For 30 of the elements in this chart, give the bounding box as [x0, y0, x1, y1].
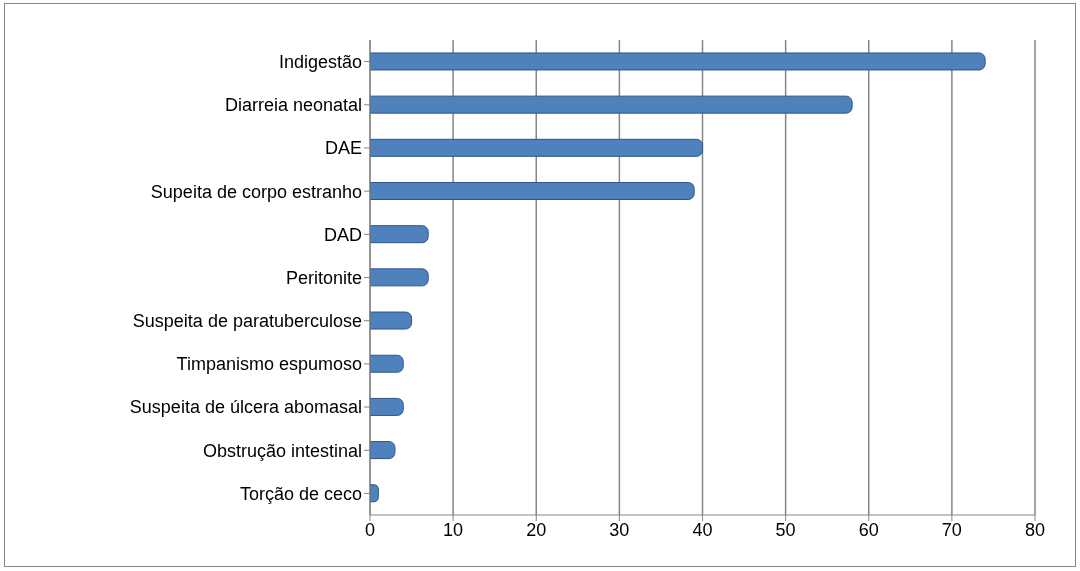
- y-tick-label: Peritonite: [285, 267, 362, 288]
- bar: [370, 268, 429, 287]
- x-tick-label: 40: [692, 519, 713, 540]
- bar: [370, 52, 986, 71]
- y-tick-label: Supeita de corpo estranho: [150, 181, 362, 202]
- bar: [370, 182, 695, 200]
- x-tick-label: 30: [609, 519, 630, 540]
- x-tick-label: 70: [941, 519, 962, 540]
- y-tick-label: DAE: [324, 138, 362, 159]
- bar: [370, 138, 703, 157]
- bar: [370, 95, 853, 114]
- x-tick-label: 80: [1024, 519, 1046, 540]
- bar: [370, 225, 429, 244]
- y-tick-label: Suspeita de paratuberculose: [132, 311, 362, 332]
- bar: [370, 397, 404, 416]
- y-tick-label: Timpanismo espumoso: [176, 354, 362, 375]
- x-tick-label: 60: [858, 519, 879, 540]
- x-tick-label: 10: [443, 519, 464, 540]
- y-tick-label: Indigestão: [278, 51, 362, 72]
- y-tick-label: Torção de ceco: [239, 483, 362, 504]
- bar: [370, 441, 396, 460]
- x-tick-label: 0: [364, 519, 376, 540]
- bar: [370, 354, 404, 373]
- x-tick-label: 50: [775, 519, 796, 540]
- y-tick-label: Obstrução intestinal: [202, 440, 362, 461]
- y-tick-label: Diarreia neonatal: [224, 95, 362, 116]
- x-tick-label: 20: [526, 519, 547, 540]
- y-tick-label: Suspeita de úlcera abomasal: [129, 397, 362, 418]
- y-tick-label: DAD: [323, 224, 362, 245]
- bar: [370, 311, 413, 330]
